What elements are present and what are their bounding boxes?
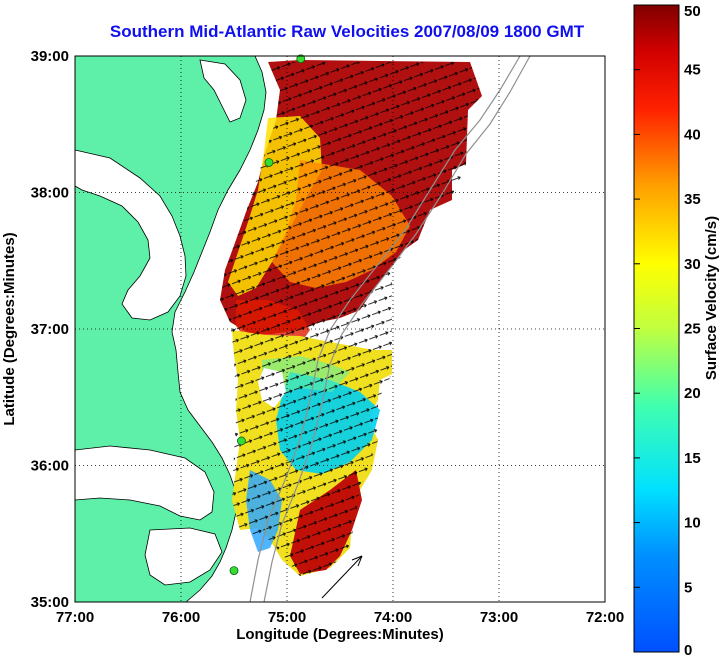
station-marker	[237, 436, 246, 446]
bathymetry-contour-2	[263, 56, 531, 602]
colorbar-tick-label: 25	[684, 321, 701, 338]
colorbar-tick-label: 0	[684, 642, 692, 659]
y-tick-label: 38:00	[31, 185, 69, 202]
colorbar-tick-label: 40	[684, 126, 701, 143]
colorbar-tick-label: 30	[684, 256, 701, 273]
station-marker	[229, 566, 239, 576]
colorbar-tick-label: 35	[684, 191, 701, 208]
x-tick-label: 74:00	[374, 609, 412, 626]
station-marker	[264, 158, 274, 167]
colorbar-tick-label: 15	[684, 450, 701, 467]
x-tick-label: 75:00	[268, 609, 306, 626]
map-title: Southern Mid-Atlantic Raw Velocities 200…	[109, 22, 585, 41]
x-tick-label: 77:00	[56, 609, 94, 626]
colorbar-tick-label: 50	[684, 3, 701, 20]
bathymetry-contour-1	[249, 56, 521, 602]
colorbar-label: Surface Velocity (cm/s)	[703, 216, 720, 380]
colorbar-tick-label: 45	[684, 62, 701, 79]
y-tick-label: 36:00	[31, 458, 69, 475]
x-tick-label: 76:00	[162, 609, 200, 626]
y-tick-labels: 39:00 38:00 37:00 36:00 35:00	[31, 48, 69, 611]
velocity-vectors	[220, 62, 482, 576]
colorbar-tick-label: 20	[684, 385, 701, 402]
x-tick-label: 72:00	[586, 609, 624, 626]
hf-radar-stations	[229, 54, 306, 576]
station-marker	[296, 54, 306, 64]
pamlico-sound	[144, 527, 223, 586]
colorbar-tick-label: 10	[684, 515, 701, 532]
grid	[75, 56, 605, 602]
colorbar	[633, 4, 680, 653]
y-tick-label: 39:00	[31, 48, 69, 65]
scale-vector	[321, 555, 363, 599]
y-tick-label: 37:00	[31, 321, 69, 338]
y-axis-label: Latitude (Degrees:Minutes)	[1, 232, 18, 425]
colorbar-tick-label: 5	[684, 579, 692, 596]
x-tick-labels: 77:00 76:00 75:00 74:00 73:00 72:00	[56, 609, 624, 626]
chesapeake-bay	[75, 149, 187, 321]
x-tick-label: 73:00	[480, 609, 518, 626]
albemarle-sound	[75, 445, 215, 521]
x-axis-label: Longitude (Degrees:Minutes)	[236, 626, 444, 643]
y-tick-label: 35:00	[31, 594, 69, 611]
delaware-bay	[199, 59, 247, 123]
plot-frame	[74, 55, 606, 603]
